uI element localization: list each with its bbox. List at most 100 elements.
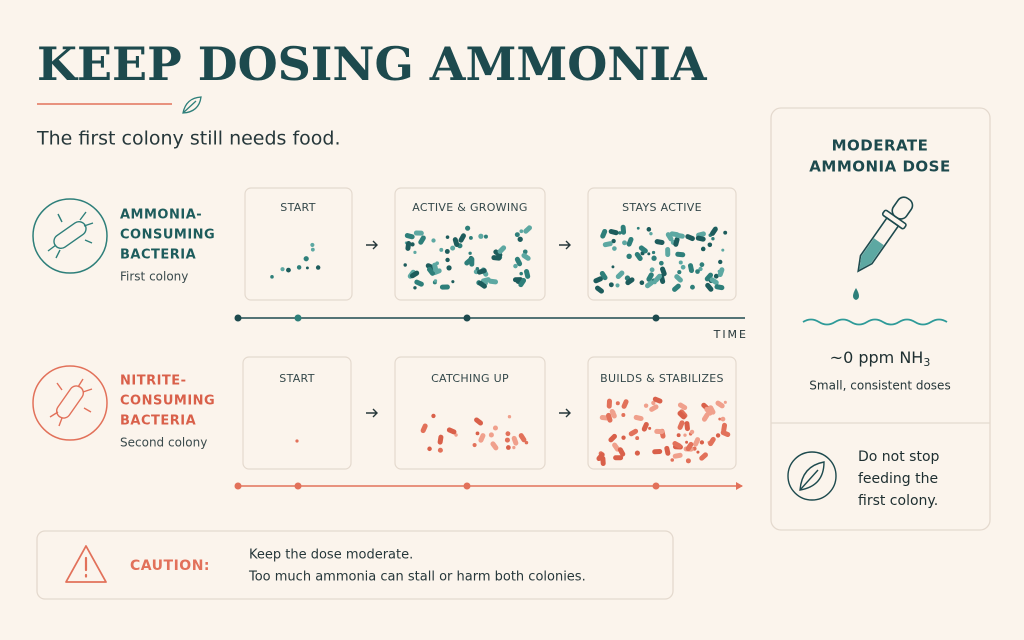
stage-label: STAYS ACTIVE (622, 201, 702, 214)
dropper-icon (853, 196, 914, 300)
bacterium (677, 270, 682, 275)
bacterium (678, 260, 683, 265)
bacterium (433, 279, 438, 283)
bacterium (625, 277, 635, 286)
bacteria-icon (32, 365, 108, 441)
bacterium (310, 242, 315, 247)
bacterium (445, 235, 450, 239)
warning-icon (65, 545, 107, 583)
bacterium (670, 458, 675, 462)
tip: Do not stop (858, 449, 940, 465)
bacterium (439, 284, 450, 290)
bacterium (490, 441, 499, 451)
bacterium (437, 434, 444, 445)
bacterium (404, 233, 415, 240)
bacterium (707, 242, 713, 248)
stage-box (242, 356, 352, 470)
timeline-dot (463, 314, 471, 322)
bacterium (648, 426, 652, 430)
bacterium (615, 401, 620, 406)
bacterium (639, 280, 645, 286)
timeline-dot (294, 482, 302, 490)
bacterium (622, 240, 627, 246)
bacterium (478, 433, 486, 443)
bacterium (432, 262, 439, 273)
bacterium (475, 431, 480, 436)
timeline-dot (294, 314, 302, 322)
row-name: BACTERIA (120, 414, 196, 429)
bacterium (505, 431, 511, 437)
bacterium (649, 231, 653, 236)
bacterium (513, 263, 518, 269)
bacterium (609, 408, 617, 419)
bacterium (270, 275, 274, 279)
bacterium (280, 267, 285, 272)
bacterium (611, 238, 616, 244)
bacterium (718, 259, 723, 265)
reading-sub: 3 (923, 356, 930, 369)
bacterium (652, 448, 663, 455)
bacterium (645, 280, 654, 289)
timeline-dot (652, 482, 660, 490)
bacterium (674, 274, 683, 283)
bacterium (413, 286, 417, 290)
bacterium (514, 232, 520, 238)
bacterium (450, 245, 456, 251)
bacterium (445, 257, 450, 263)
bacterium (451, 280, 455, 284)
bacterium (474, 417, 484, 426)
caution-text: Too much ammonia can stall or harm both … (248, 570, 586, 585)
bacterium (711, 237, 715, 241)
bacterium (615, 270, 625, 280)
bacterium (638, 245, 648, 254)
stage-label: ACTIVE & GROWING (412, 201, 528, 214)
bacterium (634, 450, 640, 456)
bacterium (620, 224, 627, 235)
row-caption: First colony (120, 270, 188, 284)
row-name: AMMONIA- (120, 208, 202, 223)
bacterium (468, 251, 472, 255)
bacterium (410, 242, 415, 247)
bacterium (497, 245, 507, 254)
bacterium (608, 229, 619, 236)
bacterium (621, 435, 626, 440)
bacterium (641, 422, 649, 432)
bacterium (409, 270, 420, 279)
bacterium (713, 273, 719, 279)
row-name: NITRITE- (120, 374, 187, 389)
bacterium (705, 282, 714, 292)
bacterium (683, 433, 687, 437)
leaf-badge (787, 451, 837, 501)
bacterium (468, 236, 473, 240)
bacterium (626, 253, 632, 259)
arrow (366, 408, 571, 418)
bacterium (621, 413, 626, 417)
bacterium (704, 272, 714, 282)
bacterium (618, 231, 622, 235)
time-label: TIME (713, 328, 748, 341)
caution-text: Keep the dose moderate. (249, 548, 413, 563)
bacterium (613, 455, 624, 461)
bacterium (651, 400, 656, 406)
panel-note: Small, consistent doses (809, 379, 950, 393)
bacterium (708, 405, 716, 415)
bacterium (596, 452, 605, 462)
bacterium (654, 428, 665, 435)
bacterium (677, 420, 685, 430)
bacterium (472, 442, 477, 448)
bacterium (483, 234, 488, 239)
bacterium (687, 263, 695, 274)
bacteria-glyph (49, 378, 93, 427)
bacterium (444, 249, 450, 254)
bacterium (602, 241, 613, 248)
stage-label: START (279, 372, 314, 385)
bacterium (635, 436, 640, 441)
bacterium (649, 404, 659, 412)
row-nitrite: NITRITE- CONSUMING BACTERIA Second colon… (32, 356, 743, 490)
bacterium (452, 237, 460, 247)
bacterium (720, 430, 731, 438)
bacterium (643, 403, 649, 408)
bacterium (723, 400, 727, 404)
bacterium (674, 232, 685, 239)
